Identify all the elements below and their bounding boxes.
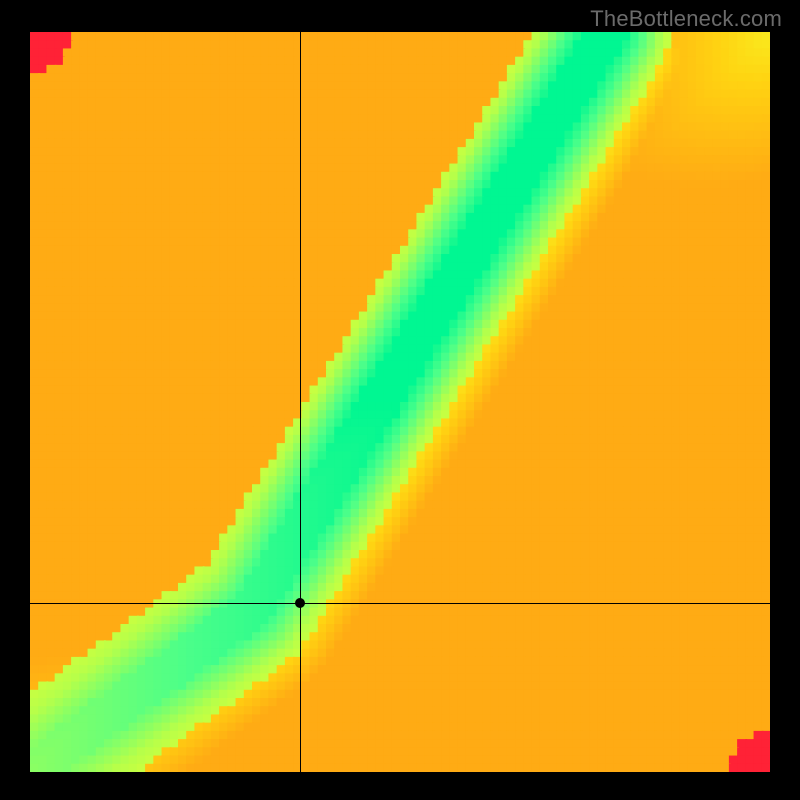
heatmap-canvas xyxy=(30,32,770,772)
crosshair-dot xyxy=(295,598,305,608)
watermark-text: TheBottleneck.com xyxy=(590,6,782,32)
crosshair-horizontal xyxy=(30,603,770,604)
heatmap-plot xyxy=(30,32,770,772)
crosshair-vertical xyxy=(300,32,301,772)
figure-container: TheBottleneck.com xyxy=(0,0,800,800)
